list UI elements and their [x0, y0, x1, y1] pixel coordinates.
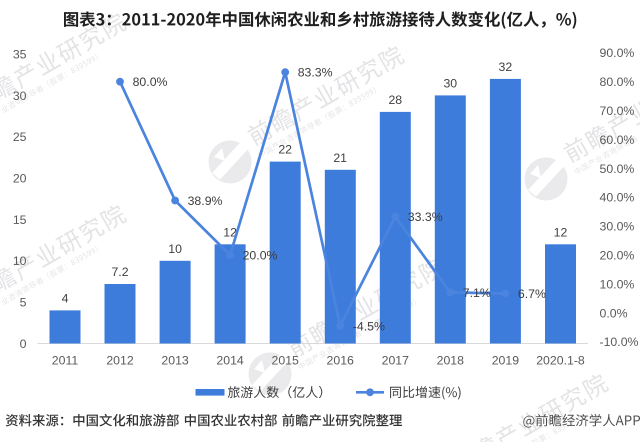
svg-text:10: 10: [168, 242, 182, 256]
svg-text:28: 28: [388, 93, 402, 107]
svg-text:2014: 2014: [216, 353, 244, 367]
svg-text:15: 15: [13, 213, 27, 227]
svg-text:33.3%: 33.3%: [408, 210, 443, 224]
svg-text:7.2: 7.2: [111, 265, 128, 279]
svg-text:-10.0%: -10.0%: [600, 335, 639, 349]
svg-text:22: 22: [278, 143, 292, 157]
svg-text:38.9%: 38.9%: [188, 194, 223, 208]
svg-text:2011: 2011: [52, 353, 79, 367]
svg-text:12: 12: [223, 225, 237, 239]
svg-text:12: 12: [554, 225, 568, 239]
svg-text:2017: 2017: [382, 353, 410, 367]
svg-text:90.0%: 90.0%: [600, 46, 635, 60]
svg-text:2018: 2018: [437, 353, 465, 367]
svg-text:-4.5%: -4.5%: [353, 319, 385, 333]
svg-text:4: 4: [62, 291, 69, 305]
svg-text:40.0%: 40.0%: [600, 191, 635, 205]
svg-text:2019: 2019: [492, 353, 520, 367]
svg-text:2013: 2013: [161, 353, 189, 367]
svg-text:80.0%: 80.0%: [133, 75, 168, 89]
svg-text:20.0%: 20.0%: [243, 249, 278, 263]
svg-text:20.0%: 20.0%: [600, 249, 635, 263]
svg-text:0.0%: 0.0%: [600, 306, 628, 320]
svg-text:21: 21: [333, 151, 347, 165]
svg-text:10.0%: 10.0%: [600, 277, 635, 291]
svg-text:83.3%: 83.3%: [298, 66, 333, 80]
svg-text:7.1%: 7.1%: [463, 286, 491, 300]
svg-text:2016: 2016: [327, 353, 355, 367]
svg-text:5: 5: [20, 296, 27, 310]
svg-text:32: 32: [499, 60, 513, 74]
svg-text:35: 35: [13, 48, 27, 62]
svg-text:25: 25: [13, 130, 27, 144]
svg-text:20: 20: [13, 172, 27, 186]
svg-text:2015: 2015: [272, 353, 300, 367]
svg-text:30: 30: [13, 89, 27, 103]
svg-text:80.0%: 80.0%: [600, 75, 635, 89]
svg-text:70.0%: 70.0%: [600, 104, 635, 118]
svg-text:6.7%: 6.7%: [518, 287, 546, 301]
svg-text:2012: 2012: [106, 353, 134, 367]
svg-text:50.0%: 50.0%: [600, 162, 635, 176]
svg-text:30.0%: 30.0%: [600, 220, 635, 234]
svg-text:2020.1-8: 2020.1-8: [536, 353, 585, 367]
svg-text:60.0%: 60.0%: [600, 133, 635, 147]
svg-text:10: 10: [13, 254, 27, 268]
svg-text:30: 30: [443, 76, 457, 90]
svg-text:0: 0: [20, 337, 27, 351]
